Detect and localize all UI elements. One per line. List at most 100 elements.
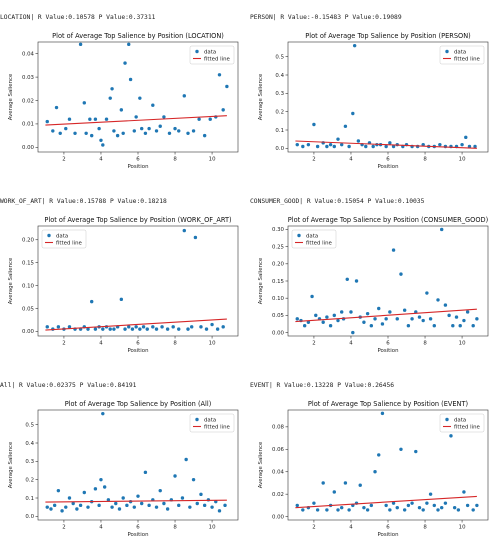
data-point <box>112 129 116 133</box>
data-point <box>432 323 436 328</box>
y-tick-label: 0.00 <box>22 329 35 335</box>
data-point <box>380 322 385 326</box>
fitted-line <box>295 495 477 509</box>
data-point <box>108 96 112 100</box>
x-tick-label: 10 <box>209 157 216 163</box>
data-point <box>365 311 370 316</box>
legend-fit-label: fitted line <box>204 425 230 431</box>
data-point <box>306 320 311 324</box>
y-tick-label: 0.10 <box>272 296 285 302</box>
y-tick-label: 0.2 <box>25 477 34 483</box>
data-point <box>343 124 348 129</box>
data-point <box>302 323 307 328</box>
legend-box <box>189 413 235 433</box>
data-point <box>301 508 305 512</box>
y-axis-label: Average Salience <box>8 73 14 120</box>
data-point <box>112 327 116 331</box>
data-point <box>75 507 79 511</box>
legend-data-marker <box>195 49 199 54</box>
data-point <box>78 42 83 47</box>
data-point <box>162 115 166 119</box>
data-point <box>465 310 470 314</box>
data-point <box>456 508 461 512</box>
x-tick-label: 8 <box>173 525 177 531</box>
data-point <box>421 508 425 512</box>
x-tick-label: 6 <box>136 157 140 163</box>
legend-data-marker <box>297 233 301 238</box>
y-tick-label: 0.0 <box>25 514 34 520</box>
x-tick-label: 6 <box>136 341 140 347</box>
data-point <box>145 327 149 331</box>
y-tick-label: 0.00 <box>272 330 285 336</box>
data-point <box>56 488 61 493</box>
data-point <box>173 474 177 478</box>
y-tick-label: 0.30 <box>272 227 285 233</box>
data-point <box>391 248 396 252</box>
data-point <box>410 317 414 321</box>
x-axis-label: Position <box>378 532 399 538</box>
data-point <box>101 327 105 331</box>
x-axis-label: Position <box>128 348 149 354</box>
x-tick-label: 4 <box>349 341 353 347</box>
data-point <box>425 501 429 505</box>
data-point <box>134 115 138 119</box>
data-point <box>193 235 198 240</box>
y-tick-label: 0.04 <box>22 52 35 58</box>
data-point <box>127 325 131 329</box>
x-tick-label: 2 <box>312 341 315 347</box>
legend-data-marker <box>445 417 449 422</box>
data-point <box>154 129 159 133</box>
data-point <box>167 131 172 135</box>
data-point <box>462 318 466 323</box>
x-tick-label: 8 <box>423 525 427 531</box>
y-tick-label: 0.06 <box>272 447 285 453</box>
fitted-line <box>295 140 477 149</box>
scatter-plot: Plot of Average Top Salience by Position… <box>258 216 489 354</box>
x-tick-label: 4 <box>99 525 103 531</box>
data-point <box>90 133 94 138</box>
chart-title: Plot of Average Top Salience by Position… <box>308 400 468 408</box>
data-point <box>417 315 422 319</box>
data-point <box>369 503 374 508</box>
y-tick-label: 0.5 <box>275 54 284 60</box>
data-point <box>325 508 329 512</box>
data-point <box>391 501 396 505</box>
x-tick-label: 2 <box>62 341 65 347</box>
data-point <box>295 142 299 147</box>
data-point <box>395 505 399 510</box>
data-point <box>321 320 325 324</box>
data-point <box>295 503 299 508</box>
data-point <box>119 297 124 302</box>
data-point <box>314 313 318 318</box>
data-point <box>73 131 77 135</box>
data-point <box>454 315 459 319</box>
stats-caption: WORK_OF_ART| R Value:0.15788 P Value:0.1… <box>0 198 167 205</box>
data-point <box>377 453 381 457</box>
y-tick-label: 0.08 <box>272 425 285 431</box>
data-point <box>199 325 203 329</box>
data-point <box>462 490 466 494</box>
data-point <box>202 503 207 508</box>
x-tick-label: 8 <box>423 341 427 347</box>
y-tick-label: 0.25 <box>272 244 284 250</box>
data-point <box>177 503 181 508</box>
data-point <box>138 96 142 100</box>
data-point <box>306 142 311 147</box>
y-tick-label: 0.15 <box>272 279 284 285</box>
data-point <box>56 325 61 329</box>
data-point <box>182 228 186 233</box>
data-point <box>432 503 436 508</box>
scatter-plot: Plot of Average Top Salience by Position… <box>8 216 239 354</box>
y-tick-label: 0.02 <box>272 492 284 498</box>
data-point <box>332 490 336 494</box>
data-point <box>64 505 68 509</box>
legend-box <box>439 45 485 65</box>
y-tick-label: 0.3 <box>25 459 34 465</box>
data-point <box>328 323 333 328</box>
data-point <box>399 272 403 276</box>
legend-data-label: data <box>204 50 216 56</box>
data-point <box>119 108 124 112</box>
data-point <box>177 327 181 331</box>
